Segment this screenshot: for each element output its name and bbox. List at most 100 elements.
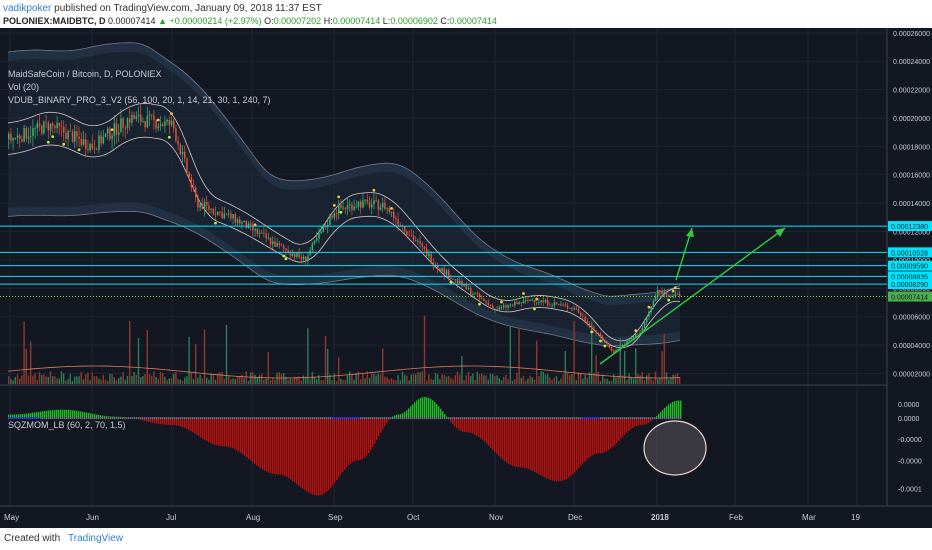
candle-body [344,207,347,209]
squeeze-dot [468,417,470,420]
volume-bar [437,374,439,384]
squeeze-dot [606,417,608,420]
chart-svg[interactable]: 0.00026000 0.00024000 0.00022000 0.00020000… [0,28,932,528]
squeeze-dot [392,417,394,420]
candle-body [573,307,575,310]
squeeze-dot [378,417,380,420]
volume-bar [300,380,302,384]
squeeze-dot [154,417,156,420]
squeeze-dot [96,417,98,420]
oscillator-bar [372,418,374,448]
volume-bar [492,374,494,384]
header: vadikpoker published on TradingView.com,… [0,0,932,28]
candle-body [221,212,223,219]
squeeze-dot [508,417,510,420]
squeeze-dot [280,417,282,420]
candle-body [635,334,637,337]
squeeze-dot [348,417,350,420]
squeeze-dot [42,417,44,420]
squeeze-dot [446,417,448,420]
squeeze-dot [662,417,664,420]
candle-body [16,135,19,138]
quote-line: POLONIEX:MAIDBTC, D 0.00007414 ▲ +0.0000… [3,16,497,26]
oscillator-bar [512,418,514,467]
squeeze-dot [266,417,268,420]
volume-bar [617,375,619,384]
oscillator-bar [492,418,494,450]
candle-body [415,239,417,242]
candle-body [450,278,452,279]
volume-bar [404,374,406,384]
oscillator-bar [378,418,380,437]
volume-bar [104,379,107,384]
squeeze-dot [312,417,314,420]
squeeze-dot [626,417,628,420]
oscillator-bar [278,418,280,475]
tradingview-link[interactable]: TradingView [68,533,124,544]
squeeze-dot [520,417,522,420]
oscillator-bar [60,409,62,419]
volume-bar [217,373,219,384]
oscillator-bar [558,418,560,482]
squeeze-dot [300,417,302,420]
price-tick-label: 0.00018000 [893,144,930,151]
oscillator-bar [198,418,200,437]
oscillator-bar [104,415,106,419]
oscillator-bar [62,409,64,419]
candle-body [454,279,457,280]
time-tick-label: Jun [86,513,99,522]
candle-body [452,278,454,280]
squeeze-dot [528,417,530,420]
publisher-link[interactable]: vadikpoker [3,3,52,14]
candle-body [137,114,140,116]
squeeze-dot [78,417,80,420]
squeeze-dot [410,417,412,420]
squeeze-dot [574,417,576,420]
oscillator-bar [452,418,454,425]
candle-body [637,334,639,335]
oscillator-bar [656,416,658,419]
squeeze-dot [642,417,644,420]
volume-bar [527,378,529,384]
squeeze-dot [12,417,14,420]
oscillator-bar [206,418,208,442]
volume-bar [230,379,232,384]
oscillator-bar [548,418,550,480]
squeeze-dot [188,417,190,420]
candle-body [58,122,61,127]
oscillator-bar [230,418,232,448]
candle-body [67,131,69,139]
candle-body [522,300,525,304]
candle-body [126,118,129,129]
candle-body [443,268,446,275]
oscillator-bar [192,418,194,433]
candle-body [269,237,272,245]
envelope-upper [7,103,681,342]
oscillator-bar [376,418,378,441]
squeeze-dot [336,417,338,420]
squeeze-dot [210,417,212,420]
price-level-label: 0.00010528 [891,250,928,257]
volume-bar [362,373,364,384]
squeeze-dot [110,417,112,420]
candle-body [316,238,318,241]
candle-body [322,225,325,232]
squeeze-dot [588,417,590,420]
oscillator-bar [238,418,240,452]
candle-body [274,241,276,247]
oscillator-bar [54,409,56,419]
volume-bar [604,378,606,384]
squeeze-dot [230,417,232,420]
volume-bar [610,380,613,384]
oscillator-bar [598,418,600,454]
oscillator-bar [220,418,222,447]
volume-bar [388,379,390,384]
squeeze-dot [200,417,202,420]
chart-area[interactable]: 0.00026000 0.00024000 0.00022000 0.00020000… [0,28,932,528]
oscillator-bar [464,418,466,433]
oscillator-bar [440,408,442,419]
candle-body [494,308,496,310]
candle-body [318,233,320,239]
candle-body [82,139,85,145]
signal-dot [46,140,50,144]
